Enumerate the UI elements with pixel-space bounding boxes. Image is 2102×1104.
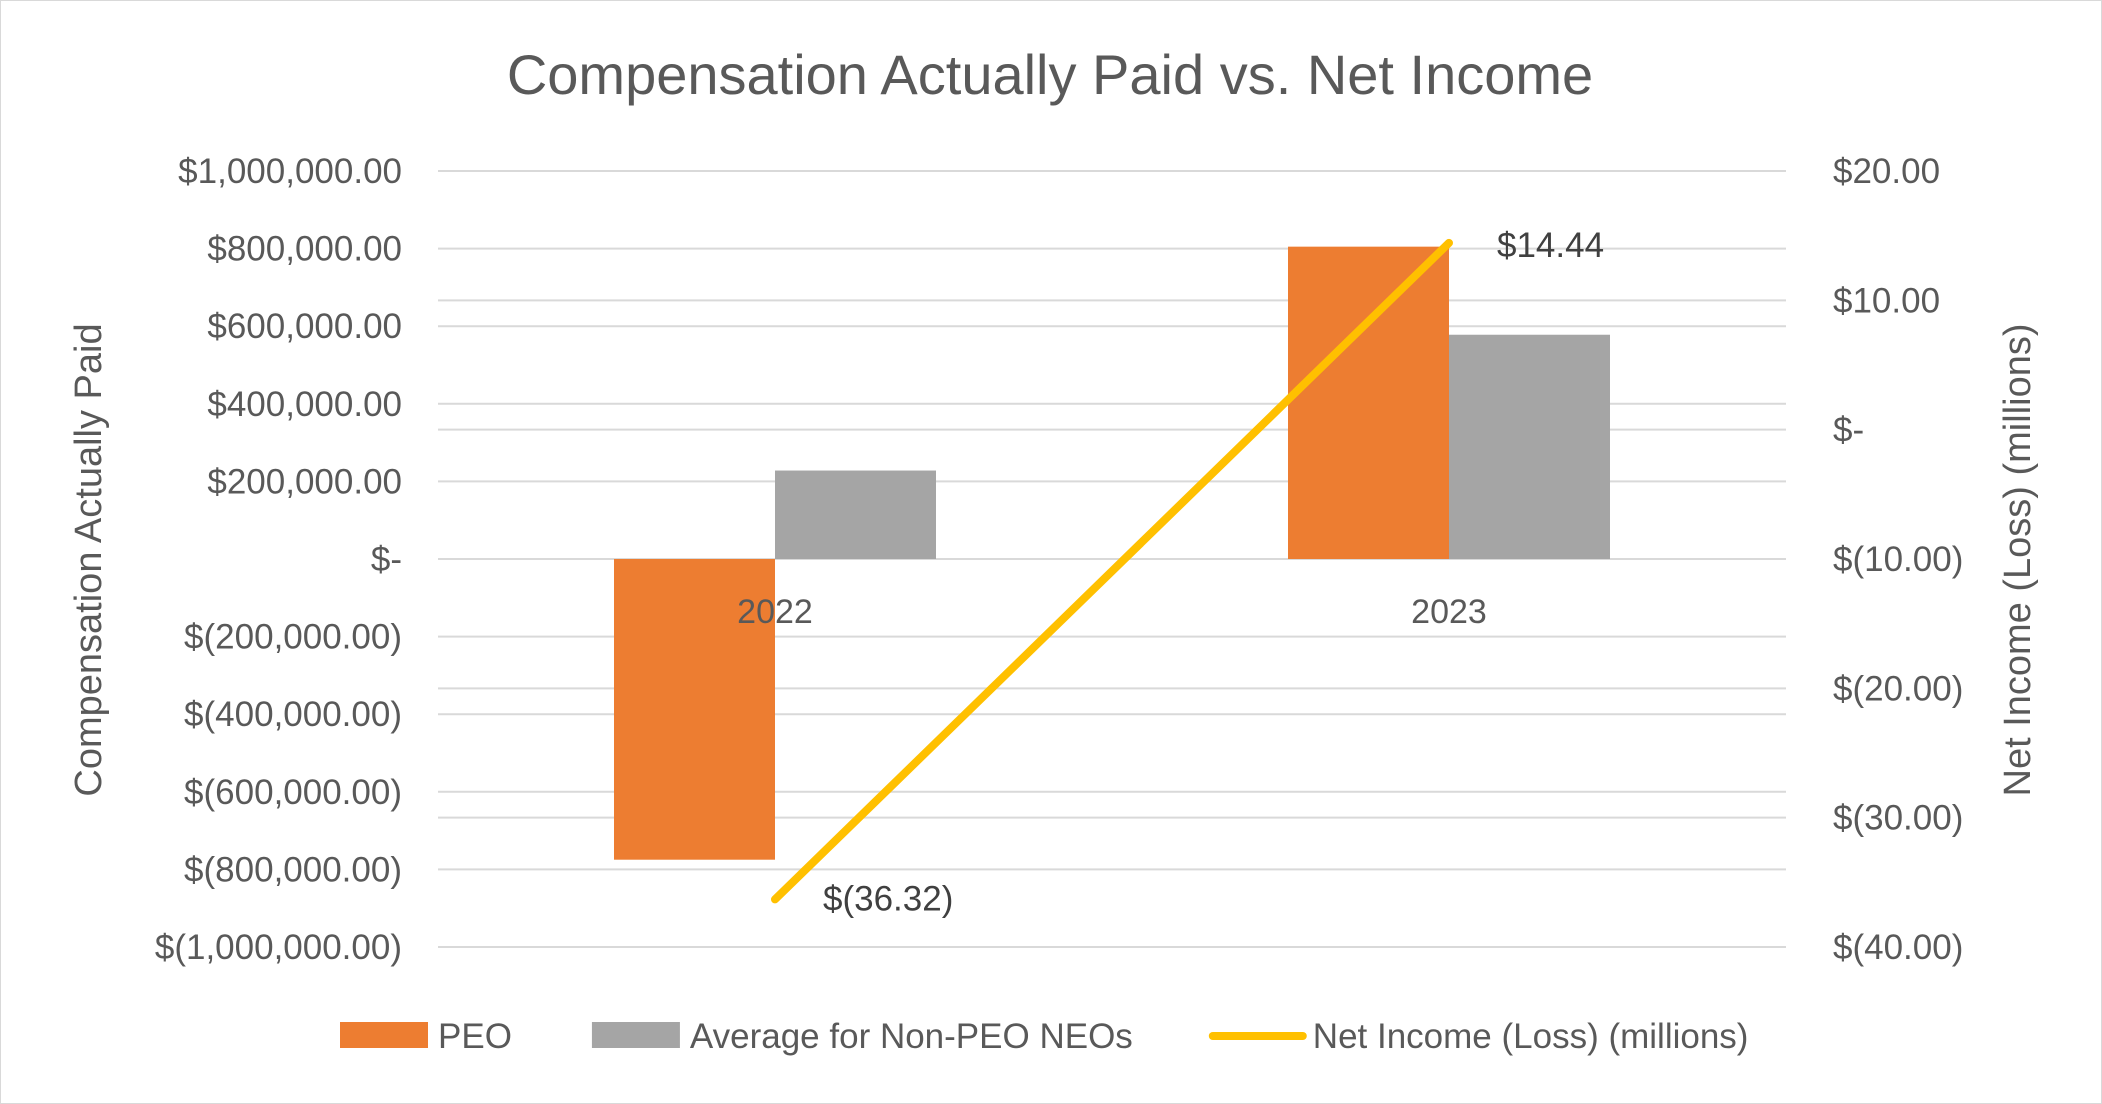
right-axis-title: Net Income (Loss) (millions) bbox=[1997, 324, 2039, 797]
right-tick-label: $20.00 bbox=[1833, 152, 1940, 191]
right-tick-label: $(20.00) bbox=[1833, 669, 1963, 708]
legend-label-peo: PEO bbox=[438, 1017, 512, 1056]
right-tick-label: $10.00 bbox=[1833, 281, 1940, 320]
right-tick-label: $(10.00) bbox=[1833, 540, 1963, 579]
net-income-line bbox=[771, 238, 1453, 904]
right-tick-label: $(30.00) bbox=[1833, 799, 1963, 838]
left-tick-label: $(600,000.00) bbox=[184, 773, 402, 812]
legend-label-net-income-loss-millions-: Net Income (Loss) (millions) bbox=[1313, 1017, 1749, 1056]
left-tick-label: $600,000.00 bbox=[207, 307, 402, 346]
data-label-2023: $14.44 bbox=[1497, 226, 1604, 265]
legend: PEO Average for Non-PEO NEOs Net Income (L… bbox=[340, 1017, 1748, 1056]
data-labels: $(36.32) $14.44 bbox=[823, 226, 1604, 918]
net-income-polyline bbox=[771, 238, 1453, 904]
left-axis-title: Compensation Actually Paid bbox=[68, 323, 110, 796]
data-label-2022: $(36.32) bbox=[823, 879, 953, 918]
category-label-2022: 2022 bbox=[737, 593, 813, 631]
legend-swatch-peo bbox=[340, 1022, 428, 1048]
left-tick-label: $- bbox=[371, 540, 402, 579]
left-tick-label: $400,000.00 bbox=[207, 385, 402, 424]
chart-title: Compensation Actually Paid vs. Net Incom… bbox=[507, 43, 1593, 106]
right-tick-label: $- bbox=[1833, 411, 1864, 450]
left-tick-label: $(800,000.00) bbox=[184, 850, 402, 889]
legend-swatch-average-for-non-peo-neos bbox=[591, 1022, 680, 1048]
left-tick-label: $800,000.00 bbox=[207, 230, 402, 269]
left-tick-label: $(400,000.00) bbox=[184, 695, 402, 734]
legend-label-average-for-non-peo-neos: Average for Non-PEO NEOs bbox=[690, 1017, 1133, 1056]
bar-peo-2023 bbox=[1288, 246, 1449, 559]
bar-average-for-non-peo-neos-2022 bbox=[775, 470, 936, 559]
bars bbox=[614, 246, 1610, 860]
left-tick-label: $1,000,000.00 bbox=[178, 152, 402, 191]
right-axis-ticks: $20.00 $10.00 $- $(10.00) $(20.00) $(30.00) $(… bbox=[1833, 152, 1963, 967]
right-tick-label: $(40.00) bbox=[1833, 928, 1963, 967]
category-label-2023: 2023 bbox=[1411, 593, 1487, 631]
bar-average-for-non-peo-neos-2023 bbox=[1449, 334, 1610, 559]
left-tick-label: $200,000.00 bbox=[207, 462, 402, 501]
left-axis-ticks: $1,000,000.00 $800,000.00 $600,000.00 $400,… bbox=[155, 152, 402, 967]
bar-peo-2022 bbox=[614, 559, 775, 860]
category-labels: 2022 2023 bbox=[737, 593, 1487, 631]
left-tick-label: $(200,000.00) bbox=[184, 618, 402, 657]
left-tick-label: $(1,000,000.00) bbox=[155, 928, 402, 967]
